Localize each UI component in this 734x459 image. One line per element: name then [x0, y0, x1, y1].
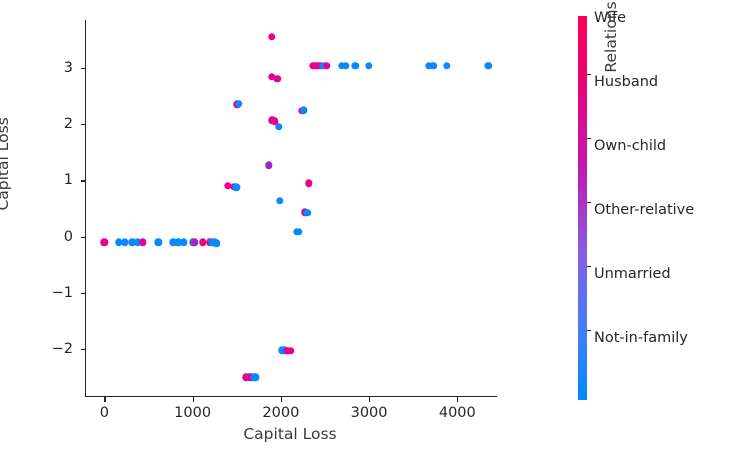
scatter-point [212, 239, 221, 248]
y-tick-mark [80, 67, 85, 70]
scatter-point [295, 228, 303, 236]
y-tick-mark [80, 236, 85, 238]
scatter-point [323, 61, 331, 70]
y-tick-label: 0 [63, 228, 73, 245]
colorbar-tick-mark [587, 202, 591, 204]
colorbar: Wife Husband Own-child Other-relative Unmarr… [578, 10, 694, 400]
scatter-point [224, 182, 232, 190]
scatter-point [232, 183, 240, 192]
scatter-point [268, 72, 276, 81]
scatter-point [180, 238, 188, 246]
scatter-point [274, 122, 283, 131]
x-tick-label: 2000 [262, 405, 300, 421]
scatter-point [154, 238, 162, 246]
x-axis-label-text: Capital Loss [243, 425, 337, 443]
scatter-point [305, 179, 313, 187]
y-tick-label: 3 [63, 59, 73, 76]
scatter-point [443, 61, 451, 70]
scatter-point [429, 61, 438, 70]
scatter-point [100, 238, 109, 246]
scatter-point [351, 61, 360, 70]
colorbar-tick-mark [587, 330, 591, 332]
scatter-point [484, 61, 492, 70]
scatter-point [270, 117, 279, 125]
scatter-point [169, 238, 177, 246]
x-axis-spine [85, 396, 497, 398]
colorbar-tick-label: Own-child [594, 138, 667, 154]
scatter-point [286, 347, 295, 355]
colorbar-label: Relationship [602, 0, 620, 155]
scatter-point [425, 61, 433, 70]
y-tick-mark [80, 292, 85, 295]
scatter-point [198, 238, 207, 246]
scatter-point [341, 61, 350, 70]
y-tick-mark [80, 124, 85, 126]
x-axis-label: Capital Loss [0, 425, 580, 443]
x-tick-mark [457, 397, 459, 402]
colorbar-gradient [578, 16, 587, 400]
y-axis-label: SHAP value for Capital Loss [0, 0, 13, 334]
colorbar-tick-mark [587, 266, 591, 268]
scatter-point [128, 238, 136, 246]
x-tick-mark [192, 397, 194, 402]
scatter-point [267, 33, 276, 41]
colorbar-tick-label: Unmarried [594, 266, 671, 282]
x-tick-label: 3000 [350, 405, 388, 421]
scatter-point [365, 61, 373, 70]
scatter-point [134, 238, 142, 246]
scatter-point [139, 238, 147, 246]
colorbar-tick-label: Other-relative [594, 202, 695, 218]
y-tick-mark [80, 180, 85, 182]
scatter-point [190, 238, 199, 246]
x-tick-mark [369, 397, 371, 402]
y-axis-label-line-2: Capital Loss [0, 117, 12, 211]
y-axis-spine [85, 20, 87, 397]
x-tick-mark [280, 397, 283, 402]
colorbar-tick-mark [587, 138, 591, 140]
scatter-point [338, 61, 346, 70]
x-tick-label: 1000 [174, 405, 212, 421]
y-tick-mark [80, 349, 85, 351]
colorbar-tick-label: Wife [594, 10, 627, 26]
scatter-point [303, 209, 312, 217]
x-tick-label: 0 [99, 405, 110, 421]
scatter-point [273, 75, 282, 83]
colorbar-tick-label: Husband [594, 74, 659, 90]
colorbar-tick-label: Not-in-family [594, 330, 688, 346]
scatter-point [299, 106, 308, 114]
scatter-point [114, 238, 123, 246]
x-tick-label: 4000 [438, 405, 476, 421]
scatter-point [252, 373, 260, 381]
y-tick-label: −1 [51, 284, 73, 301]
colorbar-label-text: Relationship [602, 0, 620, 73]
scatter-point [235, 100, 243, 108]
x-tick-mark [104, 397, 106, 402]
scatter-point [120, 238, 129, 246]
y-tick-label: 2 [63, 116, 73, 133]
scatter-point [174, 238, 183, 246]
plot-area: −2 −1 0 1 2 3 0 1000 2000 3000 4000 [52, 20, 497, 421]
scatter-point [276, 196, 284, 205]
y-tick-label: 1 [63, 172, 73, 189]
y-tick-label: −2 [51, 341, 73, 358]
colorbar-tick-mark [587, 74, 591, 76]
scatter-point [264, 161, 273, 170]
